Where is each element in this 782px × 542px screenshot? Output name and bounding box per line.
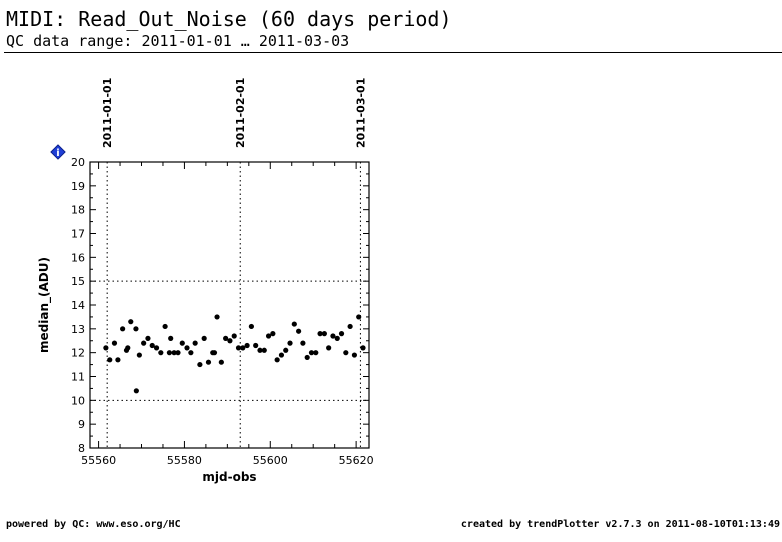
- data-point: [265, 333, 272, 339]
- y-tick-label: 10: [71, 394, 85, 407]
- date-marker-label: 2011-02-01: [234, 78, 247, 148]
- data-point: [283, 347, 289, 353]
- data-point: [133, 326, 139, 332]
- data-point: [179, 340, 185, 346]
- plot-frame: [89, 161, 370, 449]
- data-point: [347, 323, 353, 330]
- data-point: [166, 350, 173, 356]
- y-axis-label: median_(ADU): [37, 257, 52, 353]
- y-tick-label: 12: [71, 347, 85, 360]
- data-point: [218, 359, 224, 365]
- data-point: [253, 342, 259, 349]
- data-point: [171, 350, 177, 356]
- data-point: [330, 333, 336, 339]
- date-marker-labels: 2011-01-01 2011-02-01 2011-03-01: [101, 78, 367, 148]
- data-point: [321, 331, 327, 337]
- data-point: [162, 323, 168, 330]
- y-tick-label: 16: [71, 251, 85, 264]
- data-point: [115, 357, 121, 363]
- data-point: [244, 342, 250, 349]
- data-point: [240, 345, 246, 351]
- y-tick-label: 8: [78, 442, 85, 455]
- data-point: [304, 354, 310, 361]
- info-diamond-icon[interactable]: i: [50, 144, 66, 160]
- y-tick-label: 19: [71, 180, 85, 193]
- data-point: [313, 350, 319, 356]
- data-point: [308, 350, 315, 356]
- data-point: [317, 331, 323, 337]
- data-point: [188, 350, 194, 356]
- data-point: [223, 335, 229, 341]
- x-axis-label: mjd-obs: [202, 470, 256, 484]
- data-point: [136, 352, 142, 358]
- data-point: [192, 340, 198, 346]
- data-point: [103, 345, 109, 351]
- data-point: [201, 335, 207, 341]
- footer-created-by: created by trendPlotter v2.7.3 on 2011-0…: [460, 519, 780, 530]
- x-tick-label: 55560: [81, 454, 116, 467]
- footer-powered-by: powered by QC: www.eso.org/HC: [6, 519, 181, 530]
- x-tick-label: 55600: [253, 454, 288, 467]
- data-point: [261, 347, 267, 353]
- data-point: [214, 314, 220, 320]
- y-tick-label: 14: [71, 299, 85, 312]
- y-tick-label: 9: [78, 418, 85, 431]
- data-point: [278, 352, 285, 358]
- data-point: [227, 338, 233, 344]
- data-point: [133, 388, 139, 394]
- data-point: [107, 357, 113, 363]
- data-point: [274, 357, 280, 363]
- svg-text:i: i: [56, 148, 59, 159]
- date-marker-label: 2011-01-01: [101, 78, 114, 148]
- y-tick-label: 15: [71, 275, 85, 288]
- data-point: [197, 361, 203, 368]
- y-tick-label: 18: [71, 204, 85, 217]
- x-tick-label: 55580: [167, 454, 202, 467]
- data-point: [257, 347, 263, 353]
- data-point: [128, 319, 134, 325]
- data-point: [125, 345, 131, 351]
- date-marker-label: 2011-03-01: [354, 78, 367, 148]
- data-point: [287, 340, 293, 346]
- data-point: [153, 345, 160, 351]
- data-point: [356, 314, 362, 320]
- data-point: [248, 323, 254, 330]
- data-point: [145, 335, 151, 341]
- data-point: [291, 321, 297, 327]
- data-point: [111, 340, 118, 346]
- data-point: [270, 331, 276, 337]
- chart-grid: [90, 162, 369, 448]
- data-point: [300, 340, 306, 346]
- page-subtitle: QC data range: 2011-01-01 … 2011-03-03: [6, 32, 350, 50]
- data-point: [168, 335, 174, 341]
- data-point: [326, 345, 332, 351]
- data-point: [231, 333, 237, 339]
- data-point: [184, 345, 190, 351]
- data-point: [158, 350, 164, 356]
- y-tick-label: 20: [71, 156, 85, 169]
- data-point: [296, 328, 302, 334]
- data-point: [175, 350, 181, 356]
- data-point: [120, 326, 126, 332]
- data-point: [351, 352, 358, 358]
- chart-points: [103, 314, 366, 394]
- data-point: [334, 335, 340, 341]
- data-point: [360, 345, 366, 351]
- title-divider: [4, 52, 782, 53]
- data-point: [149, 342, 155, 349]
- x-tick-label: 55620: [339, 454, 374, 467]
- y-tick-label: 13: [71, 323, 85, 336]
- data-point: [343, 350, 349, 356]
- y-tick-label: 11: [71, 371, 85, 384]
- page-title: MIDI: Read_Out_Noise (60 days period): [6, 7, 452, 31]
- chart-ticks: 8 9 10 11 12 13 14 15 16 17 18 19 20 55560 55580 55600 5…: [71, 156, 374, 467]
- data-point: [211, 350, 218, 356]
- data-point: [141, 340, 147, 346]
- data-point: [338, 331, 345, 337]
- data-point: [205, 359, 212, 365]
- data-point: [235, 345, 242, 351]
- y-tick-label: 17: [71, 228, 85, 241]
